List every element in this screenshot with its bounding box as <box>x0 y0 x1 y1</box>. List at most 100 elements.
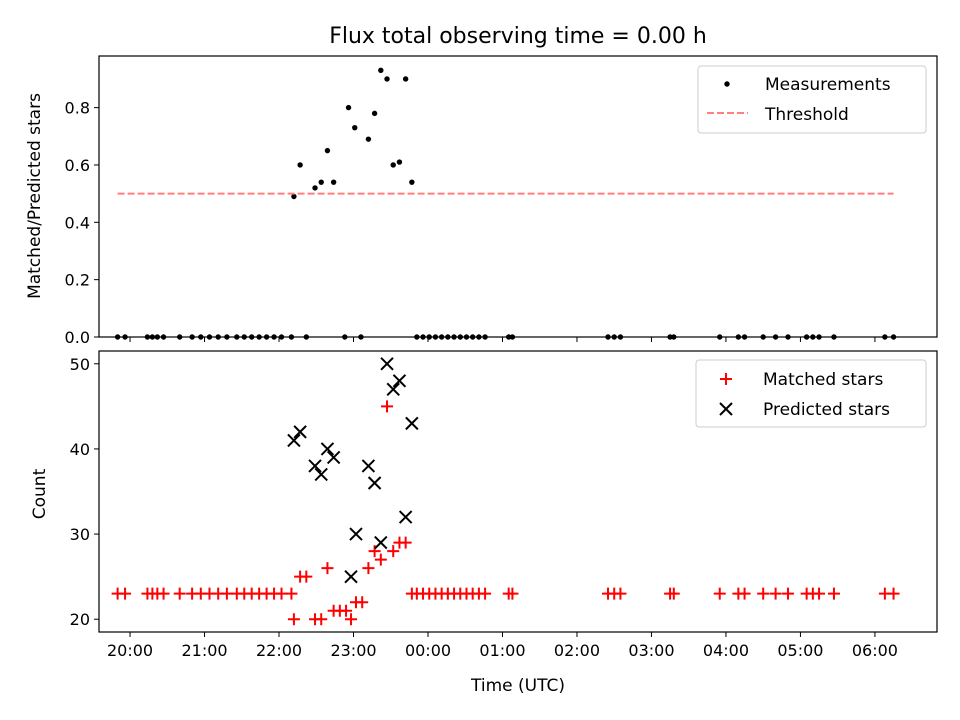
legend-predicted-label: Predicted stars <box>763 400 890 420</box>
predicted-stars-point <box>344 569 358 584</box>
x-tick-label: 21:00 <box>181 641 227 660</box>
matched-stars-point <box>300 570 313 583</box>
x-tick-label: 06:00 <box>852 641 898 660</box>
matched-stars-point <box>782 587 795 600</box>
matched-stars-point <box>713 587 726 600</box>
chart-title: Flux total observing time = 0.00 h <box>329 24 707 49</box>
matched-stars-point <box>315 613 328 626</box>
matched-stars-point <box>757 587 770 600</box>
measurement-point <box>384 76 390 82</box>
matched-stars-point <box>374 553 387 566</box>
matched-stars-point <box>119 587 132 600</box>
predicted-stars-point <box>320 442 335 456</box>
matched-stars-point <box>827 587 840 600</box>
y-tick-label: 20 <box>70 610 90 629</box>
matched-stars-point <box>157 587 170 600</box>
legend-measurements-label: Measurements <box>765 75 891 95</box>
matched-stars-point <box>387 545 400 558</box>
legend-measurements-marker <box>724 81 730 87</box>
matched-stars-point <box>173 587 186 600</box>
plot-frame <box>98 55 938 338</box>
count-legend: Matched stars Predicted stars <box>695 359 927 428</box>
matched-stars-point <box>506 587 519 600</box>
legend-matched-label: Matched stars <box>763 370 883 390</box>
matched-stars-point <box>285 587 298 600</box>
matched-stars-point <box>362 562 375 575</box>
predicted-stars-point <box>405 416 419 431</box>
x-tick-label: 00:00 <box>405 641 451 660</box>
measurement-point <box>291 193 297 200</box>
x-tick-label: 02:00 <box>554 641 600 660</box>
measurement-point <box>312 185 318 191</box>
measurement-point <box>378 67 384 74</box>
measurement-point <box>297 162 303 168</box>
x-tick-label: 03:00 <box>628 641 674 660</box>
predicted-stars-point <box>374 535 388 550</box>
predicted-stars-point <box>380 357 394 371</box>
legend-matched-marker <box>720 373 732 385</box>
predicted-stars-point <box>392 374 407 388</box>
matched-stars-point <box>381 400 394 413</box>
predicted-stars-point <box>398 510 413 524</box>
measurement-point <box>365 136 372 142</box>
ratio-legend: Measurements Threshold <box>697 65 927 134</box>
plot-frame <box>98 350 938 633</box>
y-tick-label: 0.2 <box>65 271 90 290</box>
predicted-stars-point <box>349 527 363 541</box>
predicted-stars-point <box>326 450 341 465</box>
y-tick-label: 40 <box>70 440 90 459</box>
matched-stars-point <box>769 587 782 600</box>
matched-stars-point <box>738 587 751 600</box>
measurement-point <box>409 179 415 185</box>
x-tick-label: 20:00 <box>107 641 153 660</box>
measurement-point <box>352 124 358 131</box>
predicted-stars-point <box>386 382 400 397</box>
x-tick-label: 23:00 <box>330 641 376 660</box>
y-tick-label: 0.6 <box>65 156 90 175</box>
predicted-stars-point <box>361 459 376 473</box>
matched-stars-point <box>287 613 300 626</box>
y-tick-label: 0.8 <box>65 99 90 118</box>
y-tick-label: 0.0 <box>65 328 90 347</box>
predicted-stars-point <box>287 433 301 448</box>
legend-threshold-label: Threshold <box>764 105 849 125</box>
matched-stars-point <box>340 604 353 617</box>
measurement-point <box>396 159 403 165</box>
ratio-panel: Matched/Predicted stars 0.0 0.2 0.4 0.6 0.8 <box>25 55 938 347</box>
x-tick-label: 05:00 <box>777 641 823 660</box>
matched-stars-point <box>399 536 412 549</box>
measurement-point <box>402 76 409 82</box>
matched-stars-point <box>321 562 334 575</box>
legend-predicted-marker <box>719 402 733 416</box>
matched-stars-point <box>667 587 680 600</box>
predicted-stars-point <box>314 467 328 482</box>
matched-stars-point <box>614 587 627 600</box>
predicted-stars-point <box>293 425 307 439</box>
count-panel: Count Time (UTC) 20:00 21:00 22:00 23:00 00:… <box>30 350 938 696</box>
measurement-point <box>324 147 331 154</box>
x-tick-label: 22:00 <box>256 641 302 660</box>
y-tick-label: 30 <box>70 525 90 544</box>
y-tick-label: 0.4 <box>65 213 90 232</box>
measurement-point <box>371 110 378 117</box>
x-axis-label: Time (UTC) <box>470 676 565 696</box>
x-tick-label: 04:00 <box>703 641 749 660</box>
ratio-legend-box <box>697 65 927 134</box>
measurement-point <box>318 179 324 185</box>
matched-stars-point <box>356 596 369 609</box>
measurement-point <box>390 162 396 168</box>
matched-stars-point <box>479 587 492 600</box>
count-legend-box <box>695 359 927 428</box>
matched-stars-point <box>368 545 381 558</box>
matched-stars-point <box>345 613 358 626</box>
predicted-stars-point <box>367 476 382 490</box>
ratio-y-axis-label: Matched/Predicted stars <box>25 93 45 299</box>
measurement-point <box>345 104 352 111</box>
matched-stars-point <box>813 587 826 600</box>
measurement-point <box>330 179 337 185</box>
predicted-stars-point <box>308 459 322 473</box>
x-tick-label: 01:00 <box>479 641 525 660</box>
count-y-axis-label: Count <box>30 468 50 519</box>
y-tick-label: 50 <box>70 355 90 374</box>
